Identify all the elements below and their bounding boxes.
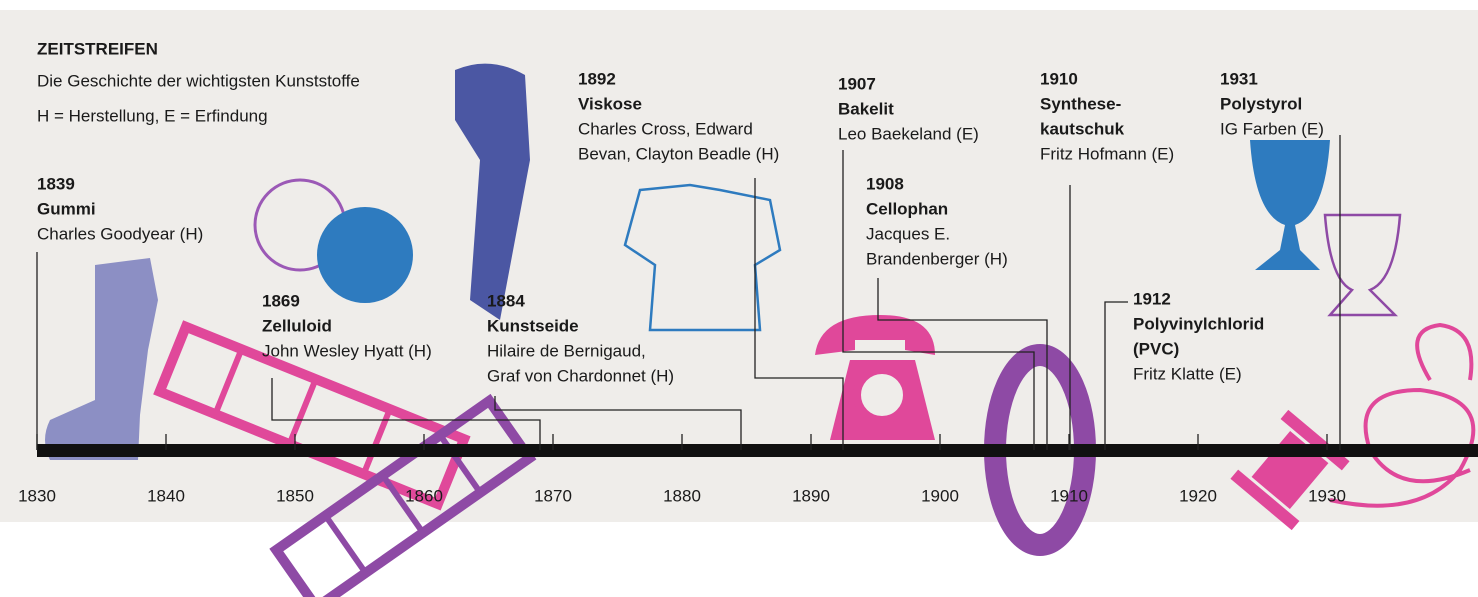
event-year: 1869 <box>262 291 300 310</box>
tick-label: 1850 <box>276 486 314 505</box>
event-person: Brandenberger (H) <box>866 249 1008 268</box>
cup-blue <box>1250 140 1330 270</box>
tick-label: 1860 <box>405 486 443 505</box>
event-person: Leo Baekeland (E) <box>838 124 979 143</box>
ball-blue <box>317 207 413 303</box>
event-year: 1910 <box>1040 69 1078 88</box>
event-year: 1839 <box>37 174 75 193</box>
tick-label: 1890 <box>792 486 830 505</box>
event-name: Gummi <box>37 199 96 218</box>
tick-label: 1880 <box>663 486 701 505</box>
leader-line <box>271 378 541 450</box>
event-name: Cellophan <box>866 199 948 218</box>
event-person: Graf von Chardonnet (H) <box>487 366 674 385</box>
event-name: kautschuk <box>1040 119 1125 138</box>
event-person: Charles Cross, Edward <box>578 119 753 138</box>
leader-line <box>877 278 1048 450</box>
event-name: Synthese- <box>1040 94 1121 113</box>
event-person: Fritz Klatte (E) <box>1133 364 1242 383</box>
event-name: Polystyrol <box>1220 94 1302 113</box>
tick-label: 1930 <box>1308 486 1346 505</box>
event-year: 1884 <box>487 291 525 310</box>
axis-bar <box>37 444 1478 457</box>
event-name: (PVC) <box>1133 339 1179 358</box>
event-person: Bevan, Clayton Beadle (H) <box>578 144 779 163</box>
tick-label: 1840 <box>147 486 185 505</box>
background <box>0 10 1478 522</box>
phone-handset <box>815 315 935 355</box>
event-person: Charles Goodyear (H) <box>37 224 203 243</box>
tick-label: 1870 <box>534 486 572 505</box>
boot-icon <box>45 258 158 460</box>
leader-line <box>494 396 742 450</box>
leader-line <box>1104 301 1128 450</box>
cable-icon <box>1329 322 1476 508</box>
event-year: 1908 <box>866 174 904 193</box>
event-name: Zelluloid <box>262 316 332 335</box>
scarf-icon <box>455 63 530 321</box>
event-person: Fritz Hofmann (E) <box>1040 144 1174 163</box>
subtitle: Die Geschichte der wichtigsten Kunststof… <box>37 71 360 90</box>
event-name: Polyvinylchlorid <box>1133 314 1264 333</box>
event-name: Bakelit <box>838 99 894 118</box>
title: ZEITSTREIFEN <box>37 39 158 58</box>
event-person: John Wesley Hyatt (H) <box>262 341 432 360</box>
tick-label: 1900 <box>921 486 959 505</box>
tick-label: 1830 <box>18 486 56 505</box>
event-year: 1907 <box>838 74 876 93</box>
tick-label: 1910 <box>1050 486 1088 505</box>
leader-line <box>754 178 844 450</box>
phone-dial <box>853 366 911 424</box>
legend-note: H = Herstellung, E = Erfindung <box>37 106 268 125</box>
event-name: Kunstseide <box>487 316 579 335</box>
event-name: Viskose <box>578 94 642 113</box>
event-person: Jacques E. <box>866 224 950 243</box>
event-person: IG Farben (E) <box>1220 119 1324 138</box>
event-year: 1892 <box>578 69 616 88</box>
event-year: 1931 <box>1220 69 1258 88</box>
leader-line <box>842 150 1035 450</box>
event-year: 1912 <box>1133 289 1171 308</box>
cup-outline <box>1323 213 1402 317</box>
tick-label: 1920 <box>1179 486 1217 505</box>
event-person: Hilaire de Bernigaud, <box>487 341 646 360</box>
